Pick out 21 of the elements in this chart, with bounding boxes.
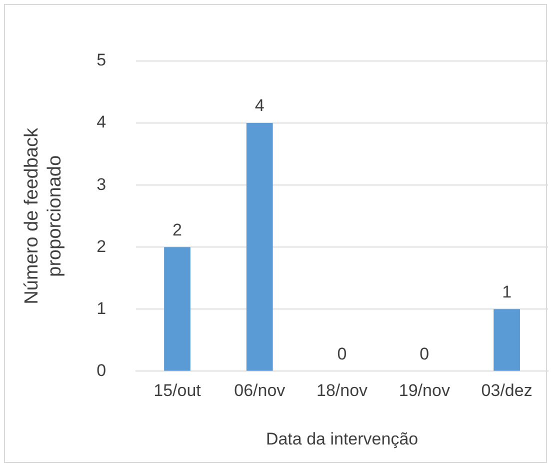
data-label: 1 (502, 282, 512, 302)
data-label: 0 (420, 344, 430, 364)
bar (164, 247, 190, 371)
y-tick-label: 4 (96, 112, 106, 132)
y-tick-label: 5 (96, 50, 106, 70)
bar (246, 123, 273, 371)
x-axis-title: Data da intervenção (266, 429, 418, 448)
data-label: 4 (254, 96, 264, 116)
y-tick-label: 0 (96, 360, 106, 380)
data-label: 0 (337, 344, 347, 364)
x-tick-label: 03/dez (481, 381, 532, 400)
bar (494, 309, 520, 371)
x-tick-label: 19/nov (398, 381, 450, 400)
x-tick-label: 15/out (154, 381, 202, 400)
y-axis-title: Número de feedback proporcionado (22, 127, 66, 304)
x-tick-label: 18/nov (316, 381, 368, 400)
y-tick-label: 3 (96, 174, 106, 194)
y-tick-label: 2 (96, 236, 106, 256)
y-tick-label: 1 (96, 298, 106, 318)
data-label: 2 (172, 220, 182, 240)
x-tick-label: 06/nov (234, 381, 286, 400)
